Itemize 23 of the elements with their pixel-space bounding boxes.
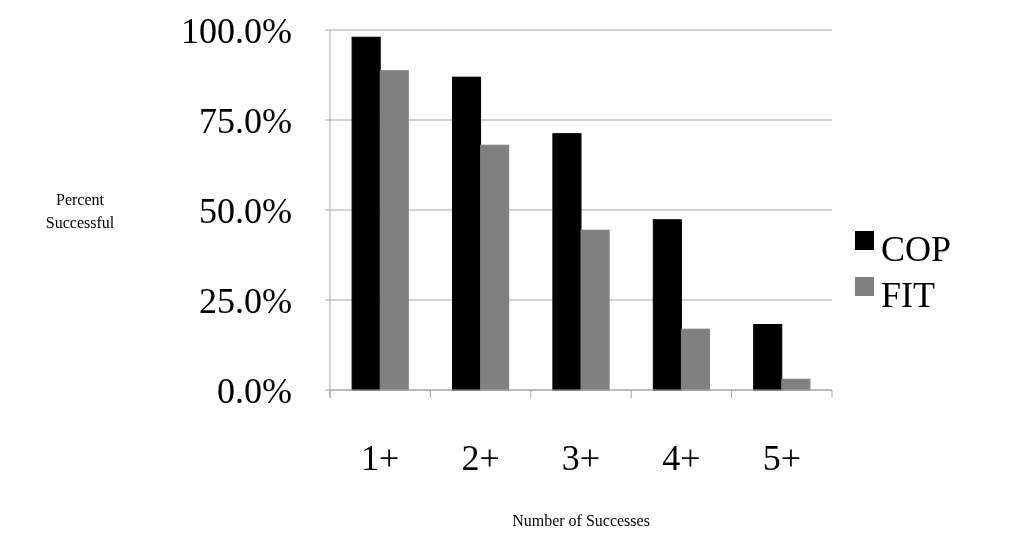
legend-label: COP: [881, 228, 952, 269]
y-tick-label: 75.0%: [199, 100, 292, 141]
bar: [379, 70, 409, 391]
bar: [580, 229, 610, 391]
bar: [451, 76, 482, 391]
x-tick-label: 3+: [561, 438, 601, 478]
x-tick-label: 4+: [662, 438, 701, 478]
y-tick-label: 50.0%: [199, 190, 292, 231]
y-tick-label: 25.0%: [199, 280, 292, 321]
y-tick-label: 0.0%: [217, 370, 292, 411]
x-tick-label: 1+: [361, 438, 400, 478]
y-axis-title: Percent Successful: [45, 191, 115, 231]
bar: [552, 133, 582, 391]
x-tick-label: 5+: [762, 438, 801, 478]
bar: [652, 219, 682, 391]
bar: [351, 36, 381, 391]
x-axis-title: Number of Successes: [512, 512, 650, 529]
y-tick-label: 100.0%: [181, 10, 292, 51]
x-tick-label: 2+: [461, 438, 500, 478]
legend-label: FIT: [881, 274, 936, 315]
bar: [753, 323, 783, 391]
bar: [680, 328, 711, 391]
bar: [480, 144, 510, 391]
